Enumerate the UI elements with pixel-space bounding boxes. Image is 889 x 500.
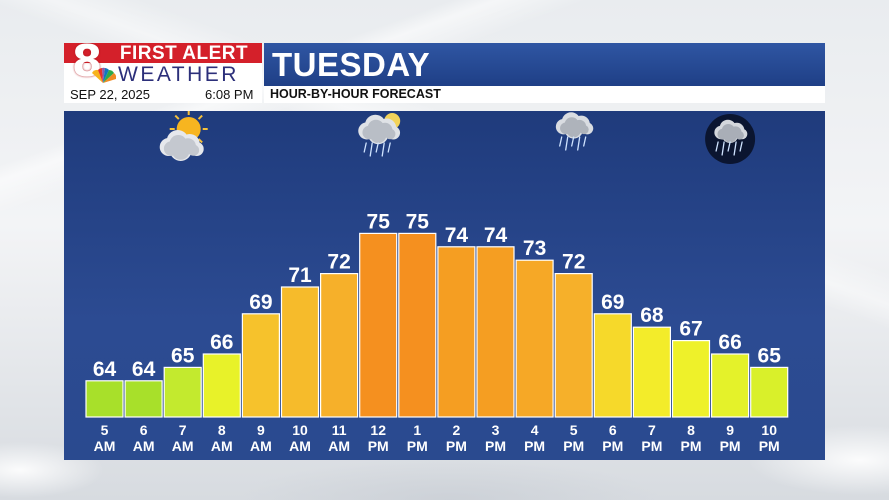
meridiem-tick-label: PM [681, 438, 702, 454]
date-label: SEP 22, 2025 [70, 87, 150, 102]
night-rain-icon [705, 114, 756, 164]
hour-tick-label: 5 [101, 422, 109, 438]
temperature-bar [437, 246, 476, 418]
title-bar: TUESDAY [264, 43, 825, 86]
hour-tick-label: 10 [761, 422, 777, 438]
hour-tick-label: 8 [687, 422, 695, 438]
caption-bar: HOUR-BY-HOUR FORECAST [264, 86, 825, 103]
temperature-value-label: 65 [758, 344, 782, 367]
hour-tick-label: 4 [531, 422, 539, 438]
meridiem-tick-label: PM [602, 438, 623, 454]
meridiem-tick-label: AM [172, 438, 194, 454]
temperature-bar [320, 273, 359, 418]
hour-tick-label: 8 [218, 422, 226, 438]
hour-tick-label: 6 [609, 422, 617, 438]
hour-tick-label: 7 [648, 422, 656, 438]
chart-panel: 64 5 AM 64 6 AM 65 7 AM 66 8 AM 69 9 AM 71 10 AM 72 11 AM 75 1… [64, 111, 825, 460]
hour-tick-label: 11 [332, 422, 347, 438]
page-title: TUESDAY [272, 46, 431, 83]
temperature-bar [398, 232, 437, 418]
temperature-value-label: 74 [484, 224, 508, 247]
meridiem-tick-label: PM [485, 438, 506, 454]
hour-tick-label: 9 [726, 422, 734, 438]
hour-tick-label: 9 [257, 422, 265, 438]
temperature-bar [554, 273, 593, 418]
temperature-value-label: 71 [288, 264, 312, 287]
station-logo: 8 FIRST ALERT WEATHER [64, 43, 262, 86]
meridiem-tick-label: AM [211, 438, 233, 454]
temperature-bar [124, 380, 163, 418]
temperature-bar [593, 313, 632, 418]
broadcast-header: 8 FIRST ALERT WEATHER TUESDAY SEP 22, 20… [64, 43, 825, 103]
time-label: 6:08 PM [205, 87, 254, 102]
meridiem-tick-label: PM [446, 438, 467, 454]
meridiem-tick-label: PM [759, 438, 780, 454]
meridiem-tick-label: PM [563, 438, 584, 454]
temperature-value-label: 69 [601, 291, 624, 314]
hour-tick-label: 3 [492, 422, 500, 438]
temperature-bar [476, 246, 515, 418]
meridiem-tick-label: PM [720, 438, 741, 454]
temperature-bar [359, 232, 398, 418]
logo-weather: WEATHER [118, 63, 239, 86]
logo-first-alert: FIRST ALERT [119, 43, 249, 64]
meridiem-tick-label: PM [407, 438, 428, 454]
temperature-value-label: 75 [367, 210, 391, 233]
temperature-value-label: 67 [679, 318, 702, 341]
temperature-bar [85, 380, 124, 418]
date-time-bar: SEP 22, 2025 6:08 PM [64, 86, 262, 103]
temperature-value-label: 75 [406, 210, 430, 233]
temperature-value-label: 65 [171, 344, 195, 367]
temperature-value-label: 72 [562, 251, 585, 274]
temperature-bar [750, 366, 789, 418]
temperature-bar [710, 353, 750, 418]
temperature-bar [280, 286, 320, 418]
temperature-bar [515, 259, 554, 418]
temperature-bar [671, 340, 711, 418]
partly-sunny-icon [159, 111, 208, 161]
hour-tick-label: 5 [570, 422, 578, 438]
peacock-icon [92, 67, 116, 83]
meridiem-tick-label: AM [289, 438, 311, 454]
temperature-value-label: 74 [445, 224, 469, 247]
hour-tick-label: 12 [370, 422, 386, 438]
showers-icon [358, 113, 401, 157]
meridiem-tick-label: PM [368, 438, 389, 454]
hourly-temperature-chart: 645AM646AM657AM668AM699AM7110AM7211AM751… [85, 111, 789, 454]
hour-tick-label: 7 [179, 422, 187, 438]
temperature-value-label: 64 [132, 358, 156, 381]
rain-icon [555, 112, 594, 151]
meridiem-tick-label: AM [328, 438, 350, 454]
hour-tick-label: 10 [292, 422, 308, 438]
temperature-value-label: 66 [718, 331, 741, 354]
temperature-value-label: 68 [640, 304, 664, 327]
temperature-value-label: 72 [327, 251, 350, 274]
hour-tick-label: 1 [413, 422, 421, 438]
hour-tick-label: 6 [140, 422, 148, 438]
temperature-bar [632, 326, 672, 418]
temperature-bar [241, 313, 280, 418]
meridiem-tick-label: PM [524, 438, 545, 454]
temperature-value-label: 64 [93, 358, 117, 381]
forecast-caption: HOUR-BY-HOUR FORECAST [270, 87, 441, 101]
temperature-bar [202, 353, 241, 418]
temperature-value-label: 69 [249, 291, 272, 314]
temperature-value-label: 73 [523, 237, 546, 260]
meridiem-tick-label: AM [250, 438, 272, 454]
hour-tick-label: 2 [453, 422, 461, 438]
meridiem-tick-label: AM [133, 438, 155, 454]
temperature-value-label: 66 [210, 331, 233, 354]
temperature-bar [163, 366, 202, 418]
meridiem-tick-label: PM [641, 438, 662, 454]
meridiem-tick-label: AM [94, 438, 116, 454]
logo-red-band [64, 43, 262, 63]
